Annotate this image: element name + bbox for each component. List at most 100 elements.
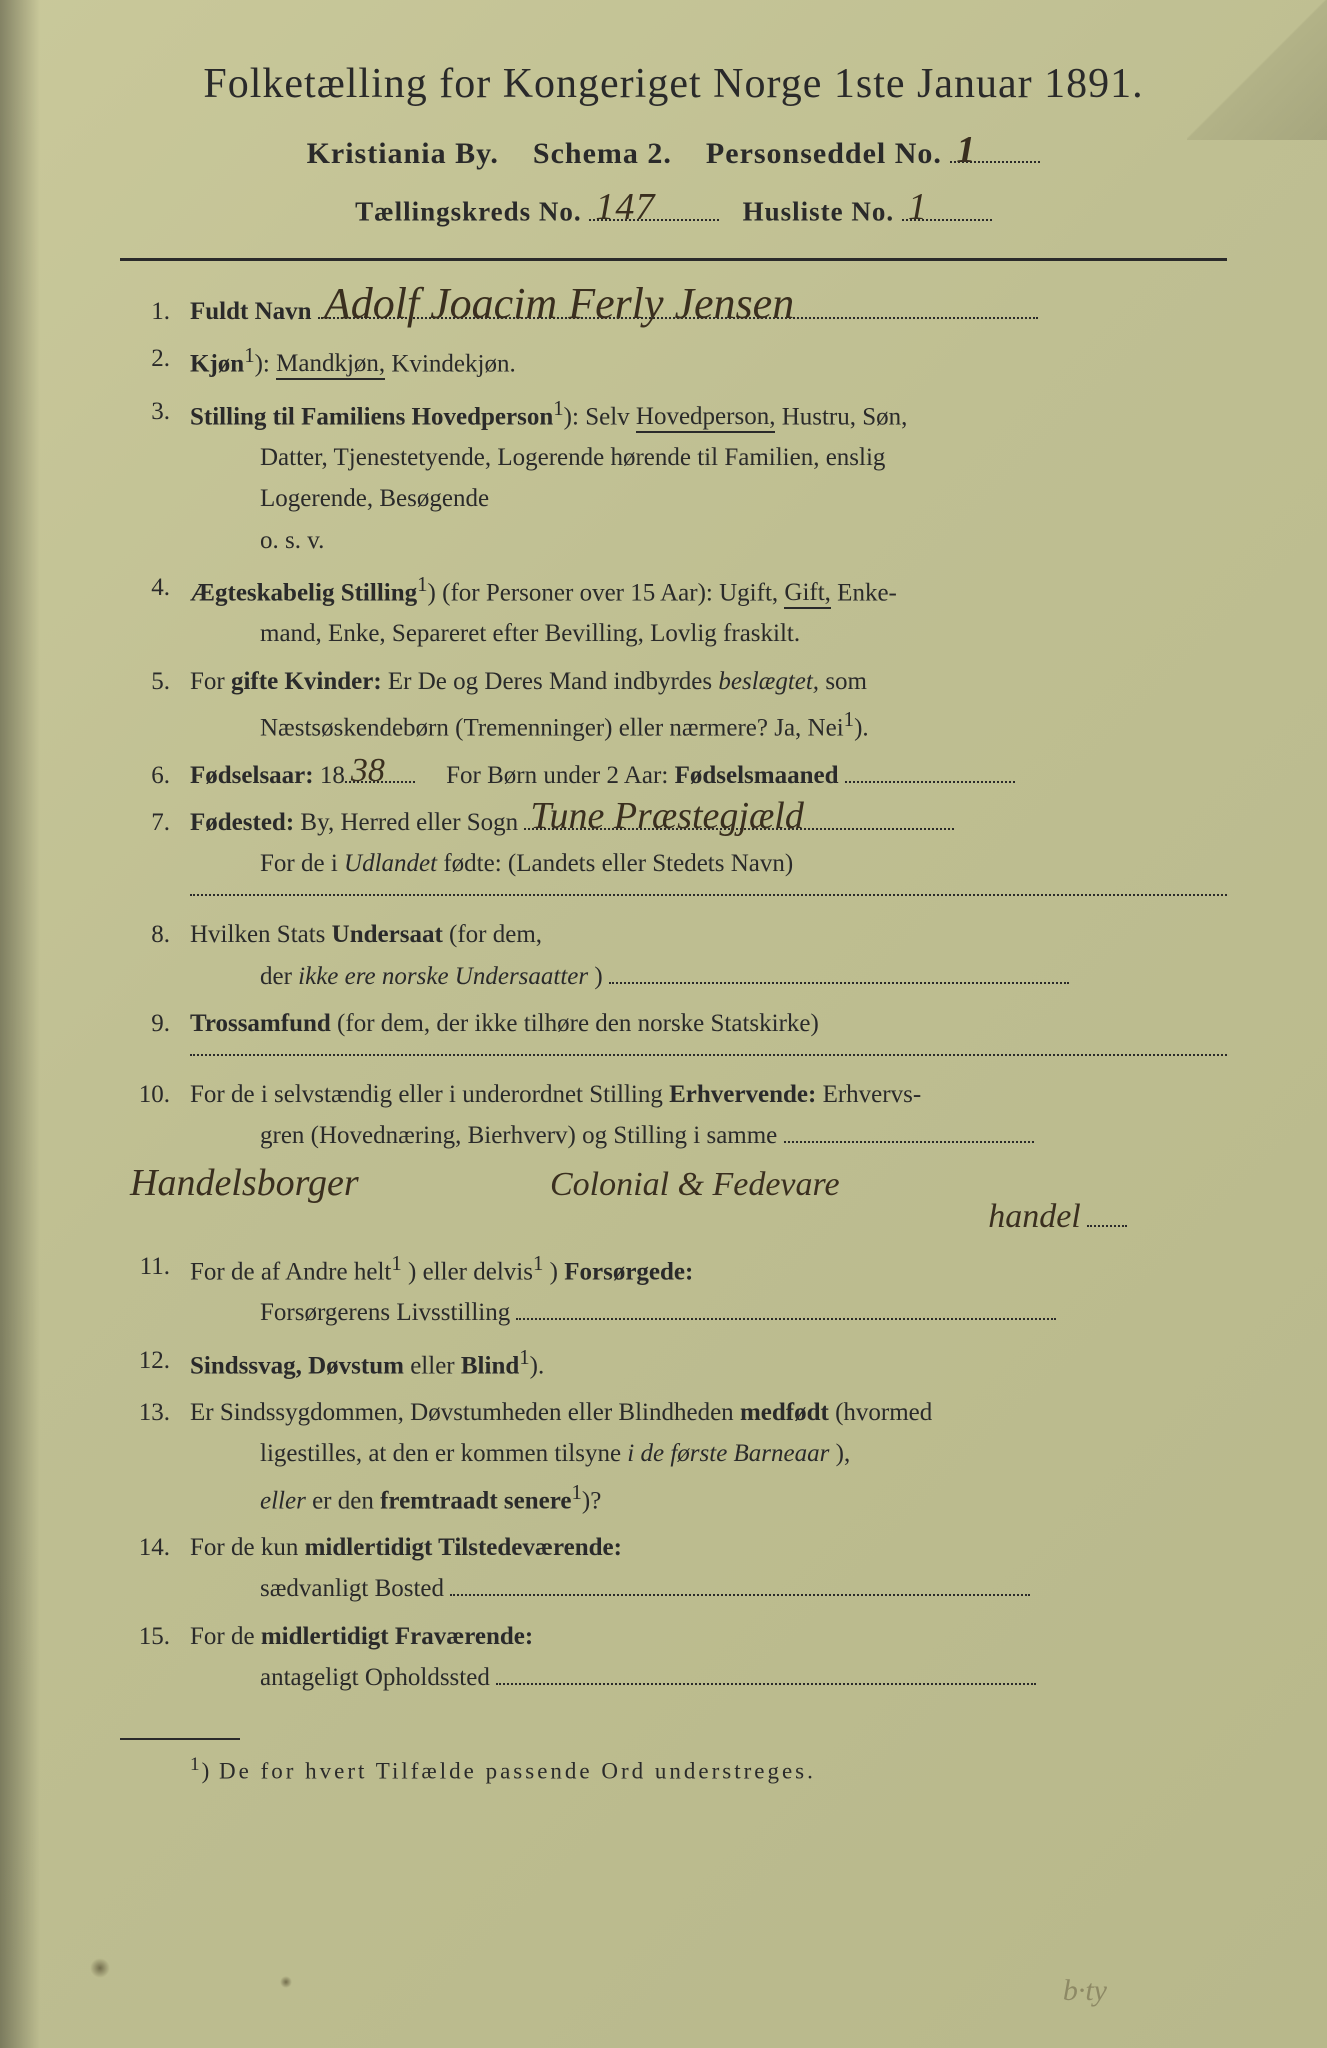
occupation-value-3: handel [988, 1203, 1081, 1230]
field-label: midlertidigt Fraværende: [261, 1623, 533, 1650]
field-12: 12. Sindssvag, Døvstum eller Blind1). [120, 1340, 1227, 1387]
field-label: midlertidigt Tilstedeværende: [305, 1534, 622, 1561]
text: ). [854, 714, 869, 741]
sup: 1 [844, 707, 854, 731]
faint-mark: b·ty [1063, 1974, 1107, 2008]
line2: For de i Udlandet fødte: (Landets eller … [190, 843, 1227, 884]
sup: 1 [417, 572, 427, 596]
text: (for dem, der ikke tilhøre den norske St… [337, 1010, 819, 1037]
city-label: Kristiania By. [307, 137, 499, 170]
occupation-line-2: handel [190, 1199, 1227, 1240]
footnote-rule [120, 1738, 240, 1740]
field-label: Undersaat [332, 921, 443, 948]
form-subtitle: Kristiania By. Schema 2. Personseddel No… [120, 130, 1227, 171]
schema-label: Schema 2. [533, 137, 672, 170]
text: For de i selvstændig eller i underordnet… [190, 1081, 669, 1108]
text: Er De og Deres Mand indbyrdes [388, 668, 718, 695]
name-value: Adolf Joacim Ferly Jensen [324, 286, 794, 321]
text: Hustru, Søn, [782, 403, 908, 430]
field-num: 5. [120, 661, 170, 702]
field-2: 2. Kjøn1): Mandkjøn, Kvindekjøn. [120, 338, 1227, 385]
hovedperson: Hovedperson, [636, 403, 776, 433]
field-num: 12. [120, 1340, 170, 1381]
birthplace-value: Tune Præstegjæld [530, 801, 803, 831]
line2: sædvanligt Bosted [190, 1568, 1227, 1609]
text: )? [582, 1487, 601, 1514]
text: sædvanligt Bosted [260, 1575, 444, 1602]
field-5: 5. For gifte Kvinder: Er De og Deres Man… [120, 661, 1227, 749]
text: Hvilken Stats [190, 921, 332, 948]
line2: antageligt Opholdssted [190, 1657, 1227, 1698]
text: Næstsøskendebørn (Tremenninger) eller næ… [260, 714, 844, 741]
census-form-page: Folketælling for Kongeriget Norge 1ste J… [0, 0, 1327, 2048]
label2: Fødselsmaaned [675, 762, 839, 789]
text: De for hvert Tilfælde passende Ord under… [219, 1759, 816, 1784]
field-num: 13. [120, 1392, 170, 1433]
text: som [825, 668, 867, 695]
text: For de af Andre helt [190, 1258, 391, 1285]
line2: der ikke ere norske Undersaatter ) [190, 956, 1227, 997]
personseddel-value: 1 [956, 135, 976, 165]
kreds-value: 147 [595, 192, 655, 222]
field-list: 1. Fuldt Navn Adolf Joacim Ferly Jensen … [120, 291, 1227, 1699]
text: ) eller delvis [408, 1258, 533, 1285]
header-rule [120, 258, 1227, 261]
line2: Næstsøskendebørn (Tremenninger) eller næ… [190, 702, 1227, 749]
ital: ikke ere norske Undersaatter [298, 963, 588, 990]
ital: i de første Barneaar [627, 1440, 829, 1467]
form-subtitle-2: Tællingskreds No. 147 Husliste No. 1 [120, 191, 1227, 228]
field-7: 7. Fødested: By, Herred eller Sogn Tune … [120, 802, 1227, 897]
udlandet: Udlandet [344, 850, 437, 877]
fremtraadt: fremtraadt senere [380, 1487, 571, 1514]
sup: 1 [519, 1345, 529, 1369]
field-num: 8. [120, 914, 170, 955]
sup: 1 [190, 1754, 202, 1775]
husliste-label: Husliste No. [743, 197, 895, 227]
text: Datter, Tjenestetyende, Logerende hørend… [190, 437, 1227, 478]
text: For Børn under 2 Aar: [446, 762, 674, 789]
field-num: 1. [120, 291, 170, 332]
text: (for dem, [449, 921, 542, 948]
sup: 1 [391, 1251, 401, 1275]
text: For de i [260, 850, 344, 877]
line2: gren (Hovednæring, Bierhverv) og Stillin… [190, 1115, 1227, 1156]
field-label: Fødested: [190, 809, 294, 836]
footnote: 1) De for hvert Tilfælde passende Ord un… [120, 1738, 1227, 1785]
sup: 1 [533, 1251, 543, 1275]
husliste-value: 1 [908, 192, 928, 222]
field-label: Kjøn [190, 350, 244, 377]
sup: 1 [244, 343, 254, 367]
field-num: 2. [120, 338, 170, 379]
eller: eller [260, 1487, 306, 1514]
field-num: 14. [120, 1527, 170, 1568]
blank-line [190, 1054, 1227, 1056]
field-num: 4. [120, 567, 170, 608]
ink-stain [90, 1958, 110, 1978]
erhvervende: Erhvervende: [669, 1081, 816, 1108]
text: Logerende, Besøgende [190, 478, 1227, 519]
field-num: 10. [120, 1074, 170, 1115]
text: Enke- [837, 579, 897, 606]
text: Selv [585, 403, 636, 430]
kreds-label: Tællingskreds No. [355, 197, 582, 227]
ink-stain [280, 1976, 292, 1988]
text: antageligt Opholdssted [260, 1664, 490, 1691]
field-8: 8. Hvilken Stats Undersaat (for dem, der… [120, 914, 1227, 997]
field-15: 15. For de midlertidigt Fraværende: anta… [120, 1616, 1227, 1699]
text: ). [530, 1352, 545, 1379]
text: (hvormed [835, 1399, 932, 1426]
beslaegtet: beslægtet, [718, 668, 819, 695]
occupation-value-2: Colonial & Fedevare [550, 1171, 840, 1198]
text: Erhvervs- [823, 1081, 922, 1108]
blank-line [190, 894, 1227, 896]
form-header: Folketælling for Kongeriget Norge 1ste J… [120, 60, 1227, 228]
text: ), [836, 1440, 851, 1467]
line2: Forsørgerens Livsstilling [190, 1292, 1227, 1333]
text: ) [594, 963, 602, 990]
medfodt: medfødt [740, 1399, 829, 1426]
text: er den [312, 1487, 380, 1514]
text: o. s. v. [190, 520, 1227, 561]
field-label: Fuldt Navn [190, 298, 312, 325]
field-label: Ægteskabelig Stilling [190, 579, 417, 606]
sup: 1 [571, 1480, 581, 1504]
